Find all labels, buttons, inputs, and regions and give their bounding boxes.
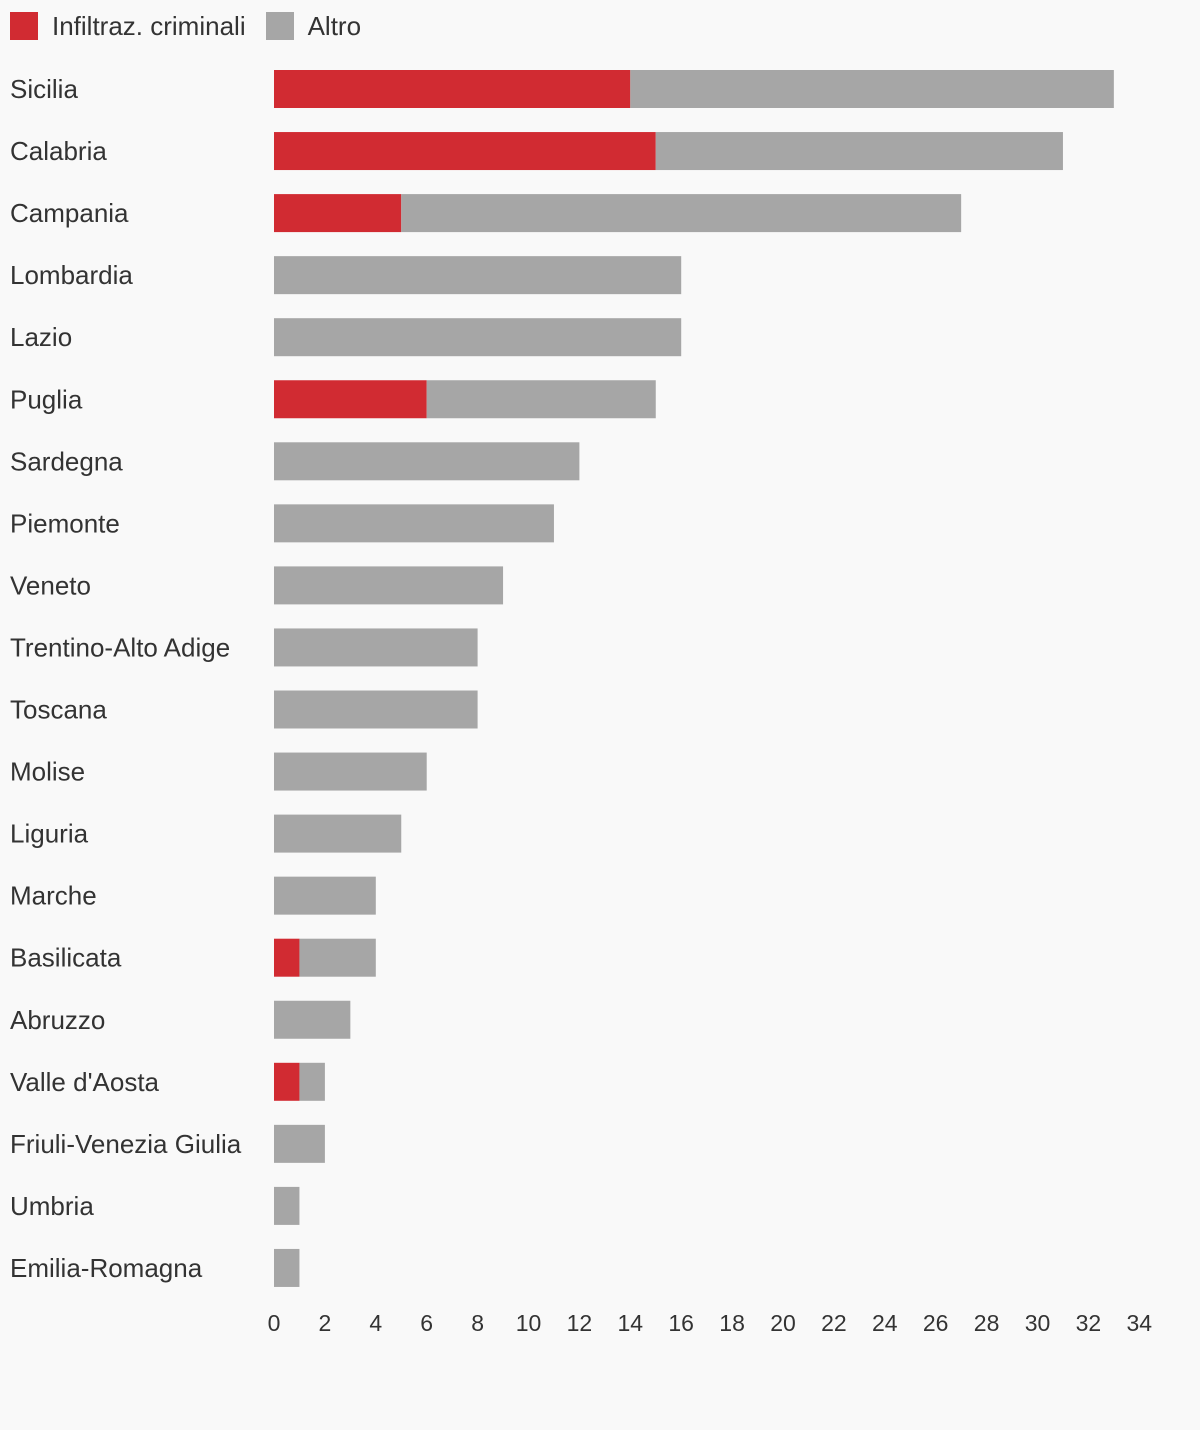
x-tick-label-8: 8 (471, 1310, 484, 1336)
x-tick-label-24: 24 (872, 1310, 898, 1336)
x-tick-label-30: 30 (1025, 1310, 1051, 1336)
x-tick-label-6: 6 (420, 1310, 433, 1336)
legend-item-infiltrazioni: Infiltraz. criminali (10, 10, 246, 42)
category-label-umbria: Umbria (10, 1191, 94, 1221)
bar-altro-sicilia (630, 70, 1114, 108)
category-label-toscana: Toscana (10, 695, 107, 725)
category-label-molise: Molise (10, 757, 85, 787)
x-tick-label-20: 20 (770, 1310, 796, 1336)
bar-altro-toscana (274, 690, 478, 729)
category-label-basilicata: Basilicata (10, 943, 122, 973)
bar-infiltraz-criminali-campania (274, 194, 402, 233)
bar-infiltraz-criminali-calabria (274, 132, 656, 171)
bar-altro-basilicata (299, 938, 376, 977)
bar-altro-calabria (655, 132, 1063, 171)
legend-swatch-altro (265, 12, 294, 40)
category-label-veneto: Veneto (10, 570, 91, 600)
category-label-emilia-romagna: Emilia-Romagna (10, 1253, 203, 1283)
bar-altro-liguria (274, 814, 402, 853)
legend-label-infiltrazioni: Infiltraz. criminali (52, 11, 246, 41)
legend-item-altro: Altro (265, 10, 362, 42)
x-tick-label-4: 4 (369, 1310, 382, 1336)
bar-altro-lombardia (274, 256, 682, 295)
x-tick-label-18: 18 (719, 1310, 745, 1336)
category-label-marche: Marche (10, 881, 97, 911)
bar-altro-umbria (274, 1186, 300, 1225)
x-tick-label-12: 12 (567, 1310, 593, 1336)
category-label-valle-d-aosta: Valle d'Aosta (10, 1067, 160, 1097)
bar-altro-sardegna (274, 442, 580, 481)
bar-infiltraz-criminali-sicilia (274, 70, 631, 108)
x-tick-label-32: 32 (1076, 1310, 1102, 1336)
bar-altro-marche (274, 876, 376, 915)
legend-swatch-infiltrazioni (10, 12, 38, 40)
bar-altro-friuli-venezia-giulia (274, 1124, 325, 1163)
category-label-lazio: Lazio (10, 322, 72, 352)
category-label-friuli-venezia-giulia: Friuli-Venezia Giulia (10, 1129, 242, 1159)
category-label-liguria: Liguria (10, 819, 89, 849)
x-tick-label-16: 16 (668, 1310, 694, 1336)
bar-infiltraz-criminali-puglia (274, 380, 427, 419)
bar-infiltraz-criminali-valle-d-aosta (274, 1062, 300, 1101)
x-tick-label-34: 34 (1127, 1310, 1153, 1336)
x-tick-label-26: 26 (923, 1310, 949, 1336)
category-label-sardegna: Sardegna (10, 446, 123, 476)
x-tick-label-22: 22 (821, 1310, 847, 1336)
x-tick-label-2: 2 (319, 1310, 332, 1336)
bar-altro-lazio (274, 318, 682, 357)
category-label-puglia: Puglia (10, 384, 83, 414)
bar-altro-abruzzo (274, 1000, 351, 1039)
bar-altro-molise (274, 752, 427, 791)
category-label-sicilia: Sicilia (10, 74, 78, 104)
category-label-calabria: Calabria (10, 136, 107, 166)
x-tick-label-14: 14 (618, 1310, 644, 1336)
bar-altro-valle-d-aosta (299, 1062, 325, 1101)
bar-infiltraz-criminali-basilicata (274, 938, 300, 977)
bar-altro-puglia (426, 380, 656, 419)
bar-altro-emilia-romagna (274, 1248, 300, 1287)
category-label-piemonte: Piemonte (10, 508, 120, 538)
category-label-campania: Campania (10, 198, 129, 228)
legend-label-altro: Altro (307, 11, 362, 41)
bar-altro-trentino-alto-adige (274, 628, 478, 667)
x-tick-label-10: 10 (516, 1310, 542, 1336)
bar-altro-veneto (274, 566, 504, 605)
category-label-trentino-alto-adige: Trentino-Alto Adige (10, 632, 230, 662)
category-label-abruzzo: Abruzzo (10, 1005, 105, 1035)
chart-legend: Infiltraz. criminali Altro (10, 10, 381, 42)
bar-altro-campania (401, 194, 962, 233)
category-label-lombardia: Lombardia (10, 260, 133, 290)
x-tick-label-28: 28 (974, 1310, 1000, 1336)
x-tick-label-0: 0 (268, 1310, 281, 1336)
bar-altro-piemonte (274, 504, 554, 543)
